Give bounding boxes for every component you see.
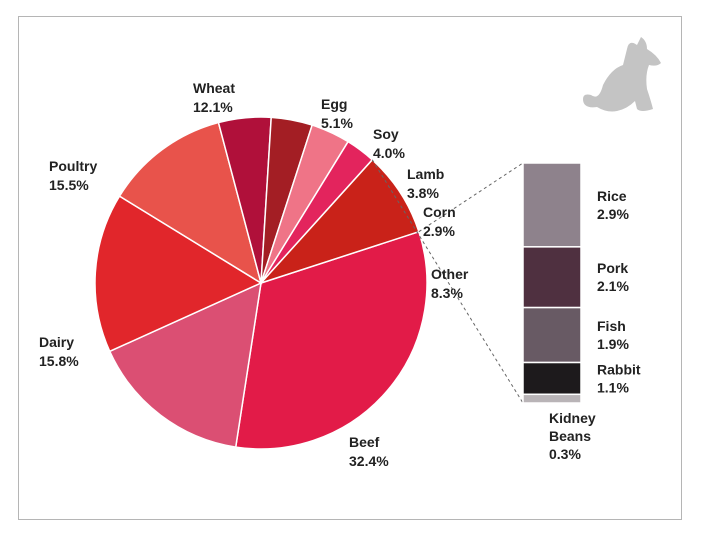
- label-dairy: Dairy 15.8%: [39, 334, 79, 369]
- label-poultry: Poultry 15.5%: [49, 158, 97, 193]
- pie-chart: Beef 32.4% Dairy 15.8% Poultry 15.5% Wheat 12.1…: [39, 37, 661, 469]
- label-rabbit: Rabbit 1.1%: [597, 361, 641, 395]
- label-pork: Pork 2.1%: [597, 260, 629, 294]
- label-corn: Corn 2.9%: [423, 204, 456, 239]
- label-fish: Fish 1.9%: [597, 318, 629, 352]
- chart-frame: Beef 32.4% Dairy 15.8% Poultry 15.5% Wheat 12.1…: [18, 16, 682, 520]
- breakdown-connectors: [371, 159, 524, 404]
- label-rice: Rice 2.9%: [597, 188, 629, 222]
- slice-dairy: [108, 281, 262, 448]
- connector-top: [418, 162, 524, 233]
- label-wheat: Wheat 12.1%: [193, 80, 235, 115]
- slice-poultry: [94, 195, 263, 353]
- breakdown-labels: Rice 2.9% Pork 2.1% Fish 1.9% Rabbit 1.1%Kidney…: [549, 188, 641, 462]
- label-lamb: Lamb 3.8%: [407, 166, 444, 201]
- bar-segment-rice: [522, 162, 582, 248]
- label-egg: Egg 5.1%: [321, 96, 353, 131]
- bar-segment-pork: [522, 246, 582, 309]
- label-other: Other 8.3%: [431, 266, 469, 301]
- slice-beef: [234, 230, 428, 450]
- label-kidney-beans: Kidney Beans 0.3%: [549, 410, 596, 462]
- dog-silhouette-icon: [583, 37, 661, 112]
- bar-segment-kidney-beans: [522, 393, 582, 404]
- breakdown-bar: [522, 162, 582, 404]
- bar-segment-fish: [522, 306, 582, 364]
- label-soy: Soy 4.0%: [373, 126, 405, 161]
- bar-segment-rabbit: [522, 361, 582, 396]
- slice-labels: Beef 32.4% Dairy 15.8% Poultry 15.5% Wheat 12.1…: [39, 80, 469, 469]
- pie-slices: [94, 116, 428, 450]
- label-beef: Beef 32.4%: [349, 434, 389, 469]
- slice-wheat: [118, 121, 263, 285]
